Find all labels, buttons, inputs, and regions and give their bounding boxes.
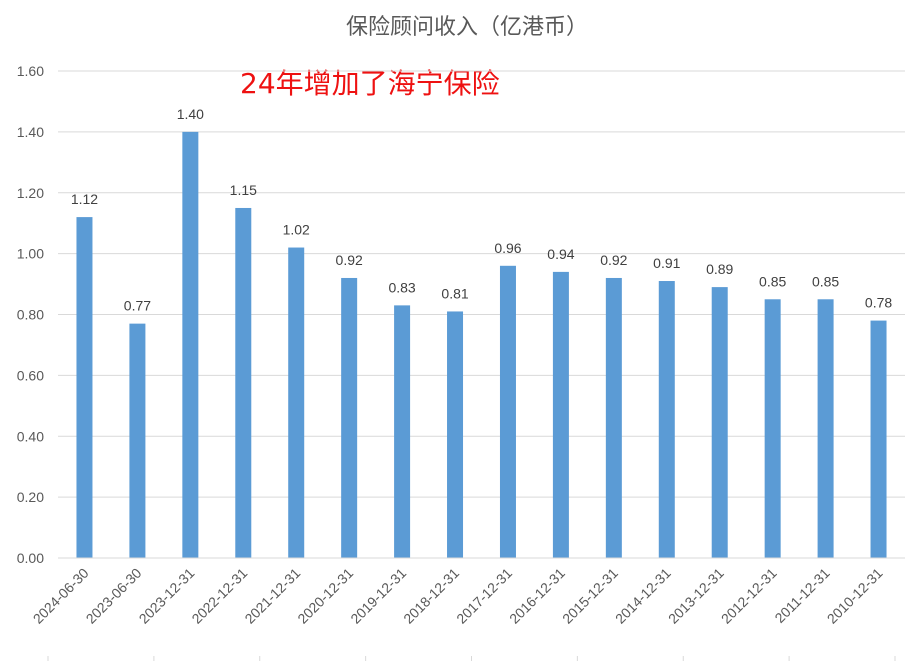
- x-tick-label: 2018-12-31: [400, 565, 462, 627]
- x-axis-ticks: 2024-06-302023-06-302023-12-312022-12-31…: [30, 565, 886, 627]
- bar-2014-12-31: [658, 281, 675, 558]
- x-tick-label: 2023-12-31: [136, 565, 198, 627]
- x-tick-label: 2022-12-31: [188, 565, 250, 627]
- bar-2023-06-30: [129, 323, 146, 558]
- bars: [76, 131, 887, 558]
- y-axis-ticks: 0.00 0.20 0.40 0.60 0.80 1.00 1.20 1.40 1.60: [17, 63, 44, 566]
- data-label: 0.92: [336, 252, 363, 268]
- x-tick-label: 2017-12-31: [453, 565, 515, 627]
- y-tick-label: 0.60: [17, 367, 44, 383]
- y-tick-label: 0.40: [17, 428, 44, 444]
- bar-2018-12-31: [447, 311, 464, 558]
- y-tick-label: 1.00: [17, 246, 44, 262]
- bar-2010-12-31: [870, 320, 887, 558]
- x-tick-label: 2016-12-31: [506, 565, 568, 627]
- bottom-separators: [47, 656, 896, 661]
- bar-2022-12-31: [235, 207, 252, 558]
- data-label: 0.89: [706, 261, 733, 277]
- bar-2017-12-31: [499, 265, 516, 558]
- x-tick-label: 2013-12-31: [665, 565, 727, 627]
- y-tick-label: 0.80: [17, 307, 44, 323]
- bar-2016-12-31: [552, 271, 569, 558]
- data-label: 0.81: [441, 285, 468, 301]
- bar-2023-12-31: [182, 131, 199, 558]
- data-label: 0.83: [388, 279, 415, 295]
- bar-2015-12-31: [605, 277, 622, 558]
- bar-2013-12-31: [711, 287, 728, 558]
- x-tick-label: 2019-12-31: [347, 565, 409, 627]
- x-tick-label: 2015-12-31: [559, 565, 621, 627]
- bar-2012-12-31: [764, 299, 781, 558]
- data-label: 0.77: [124, 298, 151, 314]
- x-tick-label: 2024-06-30: [30, 565, 92, 627]
- data-label: 1.02: [283, 222, 310, 238]
- data-label: 0.85: [812, 273, 839, 289]
- y-tick-label: 1.20: [17, 185, 44, 201]
- x-tick-label: 2014-12-31: [612, 565, 674, 627]
- data-label: 0.92: [600, 252, 627, 268]
- x-tick-label: 2011-12-31: [771, 565, 832, 626]
- x-tick-label: 2010-12-31: [824, 565, 886, 627]
- x-tick-label: 2023-06-30: [83, 565, 145, 627]
- data-label: 1.40: [177, 106, 204, 122]
- data-label: 1.12: [71, 191, 98, 207]
- chart-annotation: 24年增加了海宁保险: [240, 67, 500, 100]
- data-labels: 1.12 0.77 1.40 1.15 1.02 0.92 0.83 0.81 0.96 0.94…: [71, 106, 893, 314]
- x-tick-label: 2020-12-31: [294, 565, 356, 627]
- bar-2019-12-31: [394, 305, 411, 558]
- data-label: 0.78: [865, 295, 892, 311]
- x-tick-label: 2012-12-31: [718, 565, 780, 627]
- data-label: 1.15: [230, 182, 257, 198]
- data-label: 0.91: [653, 255, 680, 271]
- bar-2020-12-31: [341, 277, 358, 558]
- y-tick-label: 1.40: [17, 124, 44, 140]
- data-label: 0.85: [759, 273, 786, 289]
- bar-2011-12-31: [817, 299, 834, 558]
- y-tick-label: 1.60: [17, 63, 44, 79]
- x-tick-label: 2021-12-31: [241, 565, 303, 627]
- bar-2024-06-30: [76, 217, 93, 558]
- bar-2021-12-31: [288, 247, 305, 558]
- data-label: 0.96: [494, 240, 521, 256]
- y-tick-label: 0.20: [17, 489, 44, 505]
- y-tick-label: 0.00: [17, 550, 44, 566]
- gridlines: [58, 70, 905, 498]
- chart-title: 保险顾问收入（亿港币）: [346, 15, 588, 40]
- data-label: 0.94: [547, 246, 574, 262]
